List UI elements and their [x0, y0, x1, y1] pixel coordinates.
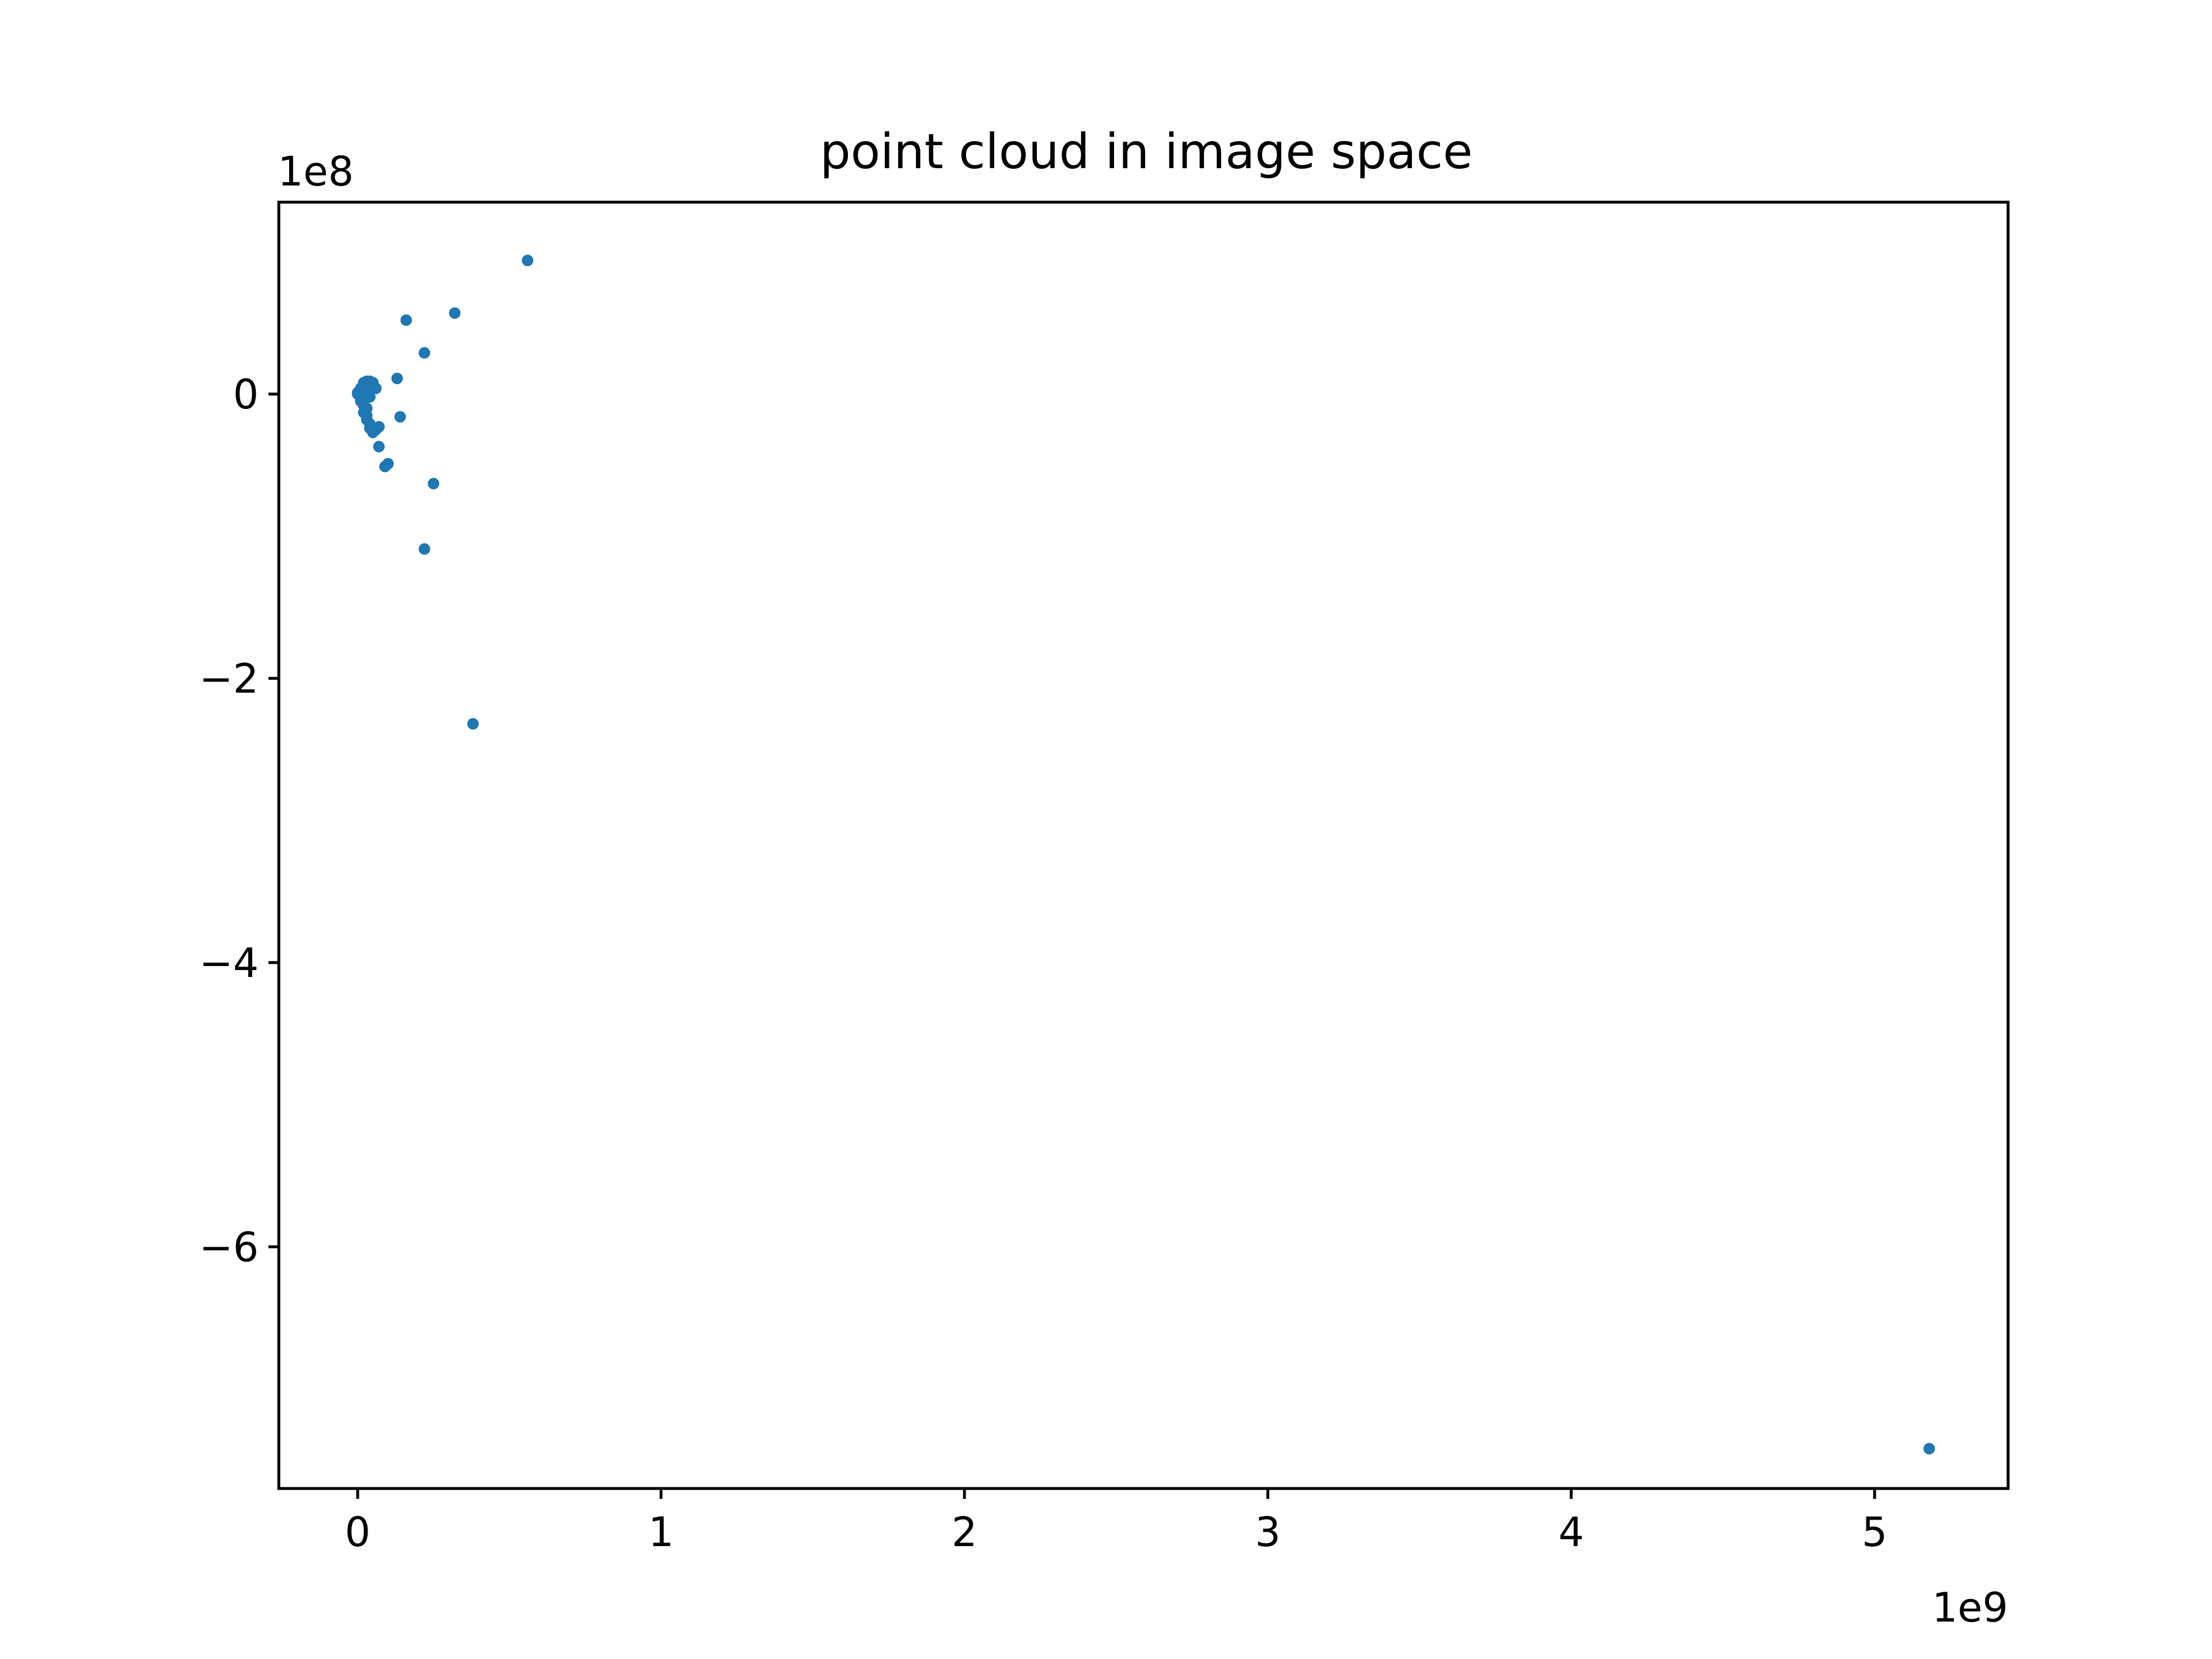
data-point	[449, 307, 461, 319]
y-tick-label: −4	[199, 940, 259, 987]
chart-title: point cloud in image space	[820, 123, 1472, 180]
data-point	[418, 347, 430, 359]
data-point	[1923, 1442, 1936, 1455]
axis-ticks: 0 1 2 3 4 5 0 −2 −4 −6	[199, 371, 1888, 1556]
x-tick-label: 2	[952, 1509, 978, 1556]
y-tick-label: −2	[199, 656, 259, 703]
data-point	[418, 543, 430, 555]
x-tick-label: 0	[345, 1509, 371, 1556]
data-point	[364, 418, 376, 430]
data-point	[400, 314, 412, 326]
x-tick-label: 1	[648, 1509, 674, 1556]
y-tick-label: −6	[199, 1224, 259, 1271]
data-point	[427, 478, 440, 490]
x-tick-label: 3	[1255, 1509, 1281, 1556]
x-tick-label: 4	[1558, 1509, 1584, 1556]
x-offset-label: 1e9	[1932, 1584, 2008, 1631]
y-offset-label: 1e8	[278, 148, 354, 195]
plot-frame	[277, 200, 2010, 1490]
y-tick-label: 0	[233, 371, 259, 418]
x-tick-label: 5	[1862, 1509, 1888, 1556]
data-point	[394, 411, 406, 423]
data-points	[351, 255, 1936, 1455]
data-point	[373, 441, 385, 453]
data-point	[391, 372, 403, 384]
data-point	[358, 380, 370, 392]
data-point	[521, 255, 533, 267]
data-point	[467, 718, 479, 730]
data-point	[382, 458, 394, 470]
data-point	[364, 391, 376, 403]
